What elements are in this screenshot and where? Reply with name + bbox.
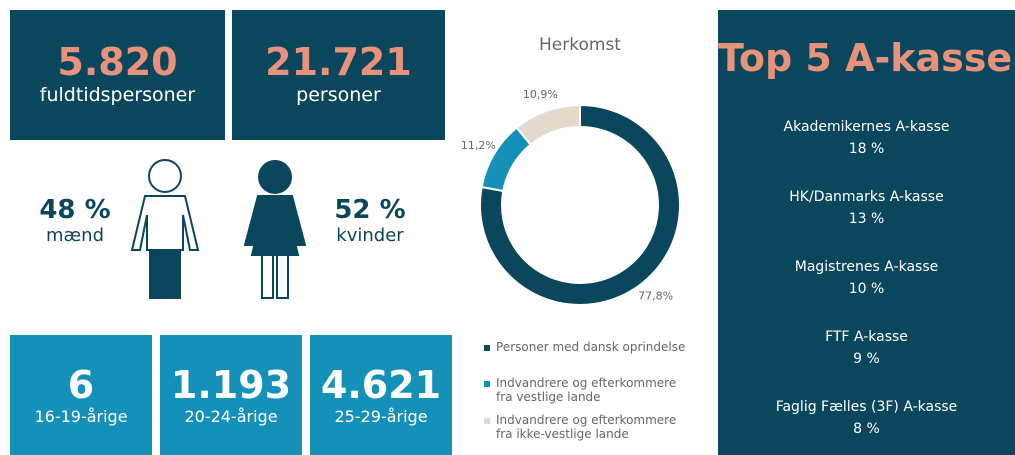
- item-share: 8 %: [853, 421, 880, 437]
- item-share: 13 %: [848, 211, 885, 227]
- gender-value: 48 %: [39, 195, 111, 225]
- item-share: 9 %: [853, 351, 880, 367]
- item-share: 18 %: [848, 141, 885, 157]
- legend-label: Personer med dansk oprindelse: [496, 340, 686, 354]
- data-label: 11,2%: [461, 139, 496, 152]
- male-icon: [130, 159, 200, 299]
- item-name: Magistrenes A-kasse: [794, 259, 939, 275]
- age-card: 4.621 25-29-årige: [310, 335, 452, 455]
- kpi-value: 5.820: [57, 40, 178, 84]
- kpi-card: 21.721 personer: [232, 10, 445, 140]
- data-label: 77,8%: [638, 290, 673, 303]
- item-name: Faglig Fælles (3F) A-kasse: [775, 399, 958, 415]
- gender-stat: 52 % kvinder: [310, 195, 430, 246]
- legend-item: Indvandrere og efterkommere fra vestlige…: [484, 376, 694, 404]
- top5-item: Akademikernes A-kasse 18 %: [718, 116, 1015, 160]
- top5-panel: Top 5 A-kasser: [718, 10, 1015, 455]
- legend-label: Indvandrere og efterkommere fra ikke-ves…: [496, 413, 677, 441]
- age-value: 4.621: [320, 363, 442, 407]
- legend-item: Personer med dansk oprindelse: [484, 340, 694, 354]
- kpi-label: fuldtidspersoner: [39, 84, 196, 106]
- kpi-card: 5.820 fuldtidspersoner: [10, 10, 225, 140]
- legend-swatch: [484, 345, 490, 351]
- legend-item: Indvandrere og efterkommere fra ikke-ves…: [484, 413, 694, 441]
- age-label: 25-29-årige: [334, 407, 428, 426]
- age-label: 16-19-årige: [34, 407, 128, 426]
- data-label: 10,9%: [523, 88, 558, 101]
- kpi-label: personer: [296, 84, 381, 106]
- gender-label: mænd: [45, 225, 105, 246]
- age-label: 20-24-årige: [184, 407, 278, 426]
- legend-label: Indvandrere og efterkommere fra vestlige…: [496, 376, 677, 404]
- gender-value: 52 %: [334, 195, 406, 225]
- legend-swatch: [484, 381, 490, 387]
- top5-item: FTF A-kasse 9 %: [718, 326, 1015, 370]
- top5-title: Top 5 A-kasser: [718, 36, 1015, 80]
- kpi-value: 21.721: [265, 40, 412, 84]
- top5-item: HK/Danmarks A-kasse 13 %: [718, 186, 1015, 230]
- top5-item: Magistrenes A-kasse 10 %: [718, 256, 1015, 300]
- item-name: FTF A-kasse: [825, 329, 908, 345]
- item-name: HK/Danmarks A-kasse: [789, 189, 944, 205]
- age-value: 6: [67, 363, 95, 407]
- legend-swatch: [484, 418, 490, 424]
- donut-slice: [479, 103, 681, 306]
- item-name: Akademikernes A-kasse: [783, 119, 950, 135]
- gender-stat: 48 % mænd: [15, 195, 135, 246]
- item-share: 10 %: [848, 281, 885, 297]
- donut-slice: [515, 103, 581, 147]
- gender-label: kvinder: [336, 225, 404, 246]
- top5-item: Faglig Fælles (3F) A-kasse 8 %: [718, 396, 1015, 440]
- female-icon: [243, 160, 307, 299]
- age-card: 1.193 20-24-årige: [160, 335, 302, 455]
- age-card: 6 16-19-årige: [10, 335, 152, 455]
- age-value: 1.193: [170, 363, 292, 407]
- chart-title: Herkomst: [539, 35, 621, 55]
